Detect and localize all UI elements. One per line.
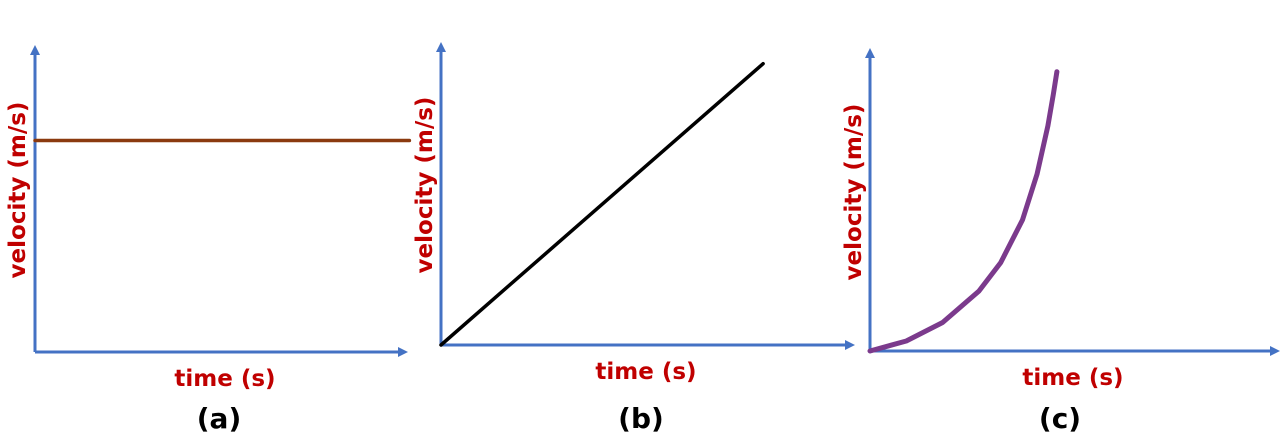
- y-axis-label-a: velocity (m/s): [5, 102, 31, 279]
- x-axis-label-c: time (s): [1022, 365, 1123, 391]
- panel-label-b: (b): [618, 402, 664, 435]
- x-axis-label-a: time (s): [174, 366, 275, 392]
- x-axis-label-b: time (s): [595, 359, 696, 385]
- chart-panel-c: velocity (m/s) time (s) (c): [841, 48, 1280, 435]
- series-line-c: [867, 69, 1060, 354]
- chart-panel-b: velocity (m/s) time (s) (b): [412, 42, 855, 435]
- y-axis-label-c: velocity (m/s): [841, 104, 867, 281]
- panel-label-c: (c): [1039, 402, 1081, 435]
- panel-label-a: (a): [197, 402, 242, 435]
- chart-panel-a: velocity (m/s) time (s) (a): [5, 45, 412, 435]
- y-axis-label-b: velocity (m/s): [412, 97, 438, 274]
- series-line-b: [439, 61, 765, 347]
